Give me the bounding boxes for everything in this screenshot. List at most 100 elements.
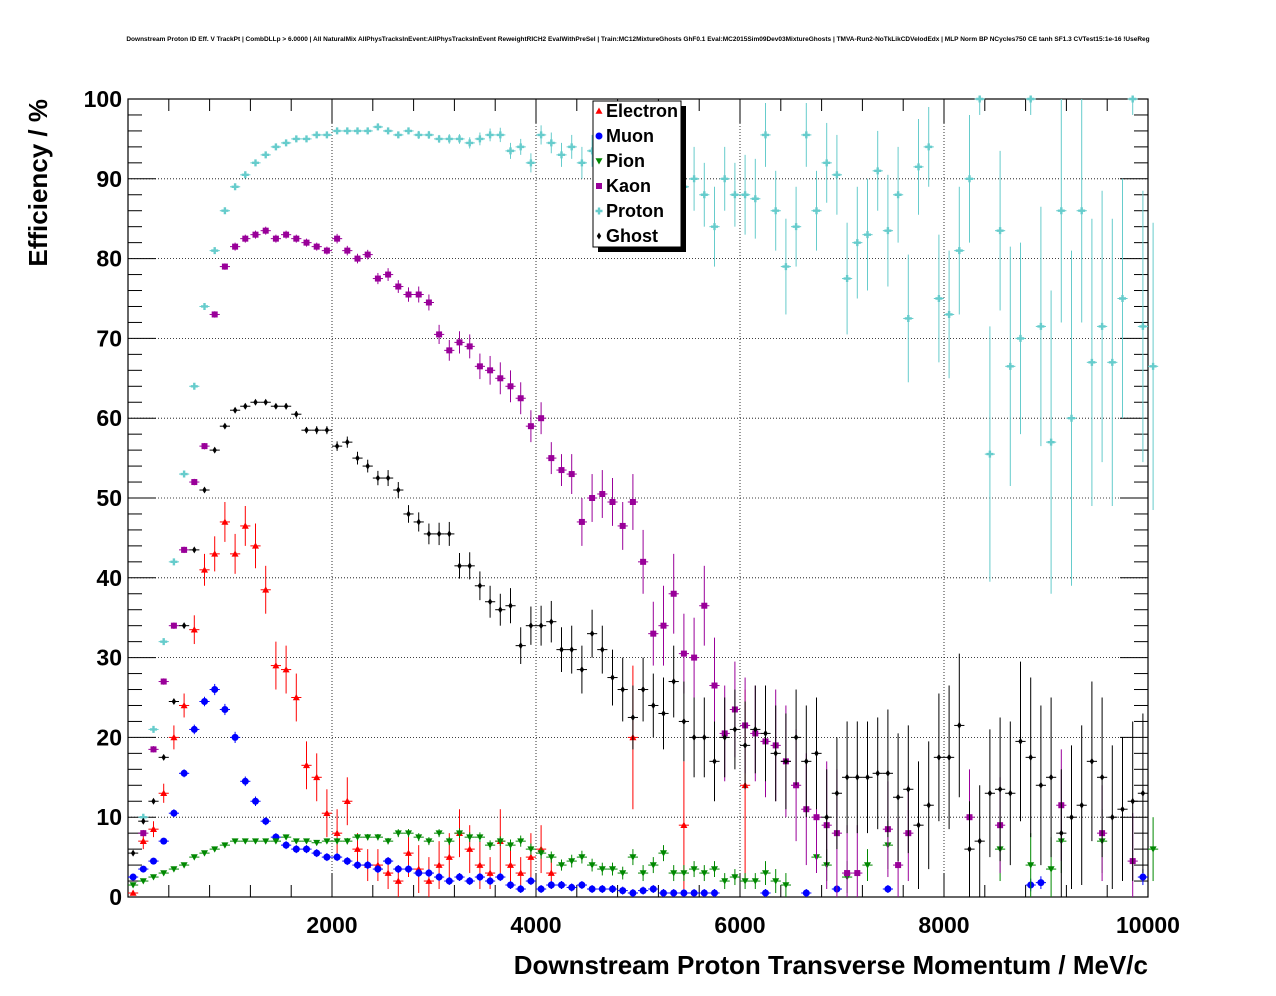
point-marker [751,878,759,885]
point-marker [436,331,443,338]
data-point [260,226,271,235]
point-marker [1047,438,1055,446]
point-marker [772,878,780,885]
data-point [576,146,587,179]
point-marker [578,518,585,525]
data-point [627,849,638,866]
point-marker [486,842,494,849]
point-marker [231,183,239,191]
point-marker [527,846,535,853]
point-marker [160,789,168,797]
data-point [617,657,628,722]
data-point [617,886,628,895]
data-point [281,230,292,239]
data-point [831,737,842,850]
point-marker [741,191,749,199]
point-marker [875,769,880,777]
point-marker [292,845,300,853]
data-point [219,207,230,215]
data-point [128,849,139,857]
point-marker [466,845,474,852]
data-point [780,218,791,315]
point-marker [496,873,504,881]
data-point [760,685,771,782]
data-point [372,865,383,874]
data-point [454,828,465,838]
point-marker [1068,414,1075,422]
point-marker [435,135,443,143]
data-point [505,839,516,851]
point-marker [354,861,361,869]
data-point [495,593,506,626]
point-marker [262,586,270,593]
point-marker [262,817,270,825]
point-marker [957,721,962,729]
data-point [770,869,781,894]
data-point [862,849,873,882]
point-marker [610,674,615,682]
data-point [128,889,139,896]
data-point [250,838,261,845]
data-point [842,222,853,335]
data-point [719,697,730,778]
point-marker [1088,358,1096,366]
data-point [587,885,598,894]
data-point [689,697,700,778]
point-marker [629,854,637,861]
point-marker [1139,873,1147,881]
point-marker [578,854,586,861]
data-point [648,673,659,738]
data-point [423,837,434,846]
point-marker [508,602,513,610]
data-point [199,302,210,310]
point-marker [650,630,657,637]
point-marker [456,830,463,837]
point-marker [782,882,790,889]
point-marker [1078,207,1086,215]
point-marker [221,263,228,270]
data-point [1066,250,1077,586]
point-marker [702,733,707,741]
data-point [780,713,791,810]
data-point [566,854,577,868]
point-marker [232,406,238,414]
point-marker [415,869,423,877]
data-point [1097,190,1108,463]
point-marker [1069,813,1074,821]
point-marker [425,838,433,845]
point-marker [496,131,504,139]
point-marker [1017,334,1024,342]
point-marker [405,127,412,135]
data-point [515,885,526,894]
point-marker [303,838,310,845]
data-point [566,625,577,674]
point-marker [171,697,177,705]
legend-item: Kaon [596,176,651,196]
data-point [525,843,536,855]
point-marker [945,310,953,318]
point-marker [364,127,372,135]
point-marker [314,426,319,434]
data-point [536,605,547,646]
point-marker [160,870,168,877]
point-marker [447,530,452,538]
data-point [485,840,496,850]
point-marker [243,402,248,410]
data-point [485,128,496,142]
point-marker [1130,797,1135,805]
data-point [219,501,230,542]
point-marker [323,131,331,139]
point-marker [292,838,300,845]
data-point [301,135,312,143]
point-marker [496,838,504,845]
data-point [566,454,577,495]
y-tick-label: 60 [96,405,122,431]
data-point [230,406,241,414]
data-point [199,696,210,707]
x-axis-label: Downstream Proton Transverse Momentum / … [514,950,1148,980]
data-point [1015,661,1026,822]
point-marker [456,339,463,346]
data-point [474,132,485,146]
point-marker [589,495,596,501]
data-point [984,729,995,858]
